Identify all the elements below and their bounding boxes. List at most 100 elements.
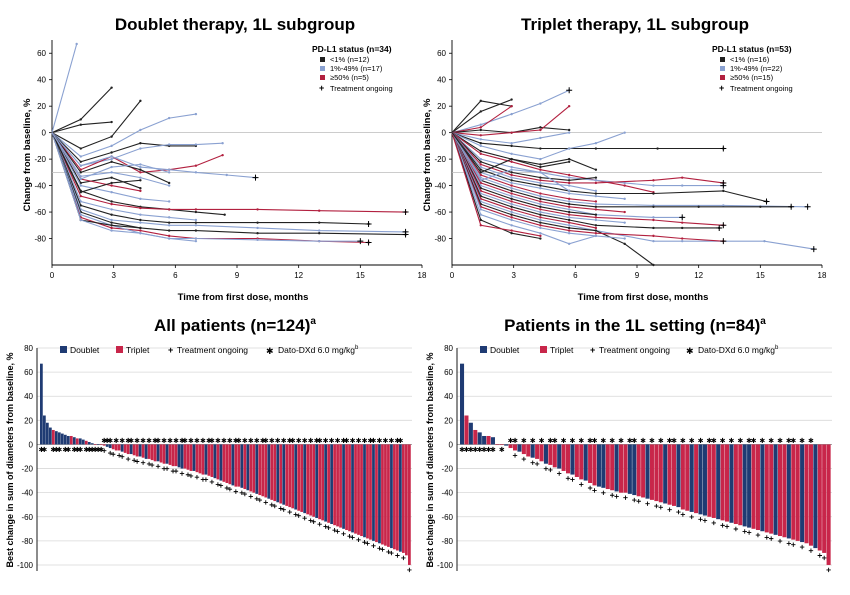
bar-69 <box>243 444 247 490</box>
series-point <box>139 147 142 150</box>
bar-115 <box>381 444 384 545</box>
bar-34 <box>138 444 142 457</box>
ongoing-marker <box>311 519 316 524</box>
bar-50 <box>186 444 190 470</box>
bar-92 <box>312 444 316 517</box>
dose-marker: ✱ <box>323 437 329 445</box>
series-point <box>539 210 542 214</box>
ongoing-marker <box>179 471 185 476</box>
bar-82 <box>282 444 286 505</box>
series-point <box>539 234 542 238</box>
series-point <box>594 192 598 195</box>
ongoing-marker <box>224 485 230 491</box>
series-point <box>167 216 171 219</box>
series-point <box>567 208 571 211</box>
series-line-27 <box>451 132 597 229</box>
x-tick-label: 9 <box>635 271 640 280</box>
dose-marker: ✱ <box>786 437 792 445</box>
bar-81 <box>279 444 283 504</box>
series-point <box>139 189 142 193</box>
dose-marker: ✱ <box>98 446 104 454</box>
ongoing-marker <box>810 246 817 253</box>
ongoing-marker <box>362 540 367 545</box>
series-point <box>318 232 321 235</box>
series-point <box>79 168 82 171</box>
dose-marker: ✱ <box>790 437 796 445</box>
series-point <box>594 181 598 185</box>
dose-marker: ✱ <box>236 437 242 445</box>
y-tick-label: -60 <box>434 208 446 217</box>
dose-marker: ✱ <box>539 437 545 445</box>
bar-12 <box>72 437 76 445</box>
series-point <box>221 153 224 157</box>
dose-marker: ✱ <box>155 437 161 445</box>
bar-93 <box>315 444 319 518</box>
bar-79 <box>273 444 277 502</box>
triplet-y-axis-label: Change from baseline, % <box>422 98 433 212</box>
series-point <box>75 42 78 46</box>
series-point <box>79 160 82 163</box>
bar-82 <box>817 444 822 551</box>
ongoing-marker <box>365 220 372 227</box>
ongoing-marker <box>579 482 584 487</box>
series-point <box>318 239 321 243</box>
dose-marker: ✱ <box>335 437 341 445</box>
ongoing-marker <box>702 518 708 523</box>
y-tick-label: -80 <box>434 235 446 244</box>
series-point <box>194 210 198 214</box>
bar-12 <box>508 444 513 449</box>
bar-39 <box>153 444 157 462</box>
series-point <box>594 202 598 206</box>
series-point <box>510 194 513 198</box>
series-point <box>479 171 482 174</box>
ongoing-marker <box>711 520 716 526</box>
y-tick-label: 0 <box>449 440 454 449</box>
dose-marker: ✱ <box>173 437 179 445</box>
dose-marker: ✱ <box>221 437 227 445</box>
y-tick-label: -40 <box>21 489 33 498</box>
y-tick-label: 0 <box>442 129 447 138</box>
series-point <box>594 234 598 238</box>
series-line-18 <box>451 132 596 203</box>
dose-marker: ✱ <box>459 446 465 454</box>
bar-121 <box>399 444 402 552</box>
doublet-y-axis-label: Change from baseline, % <box>22 98 33 212</box>
bar-119 <box>393 444 396 550</box>
ongoing-marker <box>140 460 146 465</box>
bar-58 <box>711 444 716 518</box>
series-point <box>652 263 655 267</box>
y-tick-label: -40 <box>441 489 453 498</box>
dose-marker: ✱ <box>729 437 735 445</box>
bar-88 <box>300 444 304 512</box>
ongoing-marker <box>323 524 328 529</box>
bar-99 <box>333 444 336 526</box>
series-point <box>539 202 542 206</box>
triplet-chart-title: Triplet therapy, 1L subgroup <box>521 15 749 34</box>
series-point <box>167 234 171 238</box>
ongoing-marker <box>371 543 376 549</box>
series-point <box>539 221 542 224</box>
ongoing-marker <box>347 534 352 539</box>
ongoing-marker <box>110 452 116 457</box>
series-point <box>652 192 655 195</box>
ongoing-marker <box>822 555 827 561</box>
bar-73 <box>778 444 783 537</box>
first-line-legend: Doublet Triplet + Treatment ongoing ✱ Da… <box>480 345 779 356</box>
series-point <box>567 218 571 222</box>
ongoing-marker <box>521 456 527 462</box>
series-point <box>567 205 571 208</box>
dose-marker: ✱ <box>512 437 518 445</box>
bar-57 <box>207 444 211 476</box>
ongoing-marker <box>102 448 107 453</box>
y-tick-label: -80 <box>21 537 33 546</box>
series-line-17 <box>51 132 196 221</box>
series-point <box>167 171 171 174</box>
bar-113 <box>375 444 378 543</box>
y-tick-label: 0 <box>29 440 34 449</box>
bar-61 <box>725 444 730 522</box>
bar-10 <box>66 435 70 445</box>
bar-3 <box>468 422 473 445</box>
series-point <box>110 181 113 185</box>
dose-marker: ✱ <box>397 437 403 445</box>
first-line-legend-dose-text: Dato-DXd 6.0 mg/kg <box>698 345 775 355</box>
